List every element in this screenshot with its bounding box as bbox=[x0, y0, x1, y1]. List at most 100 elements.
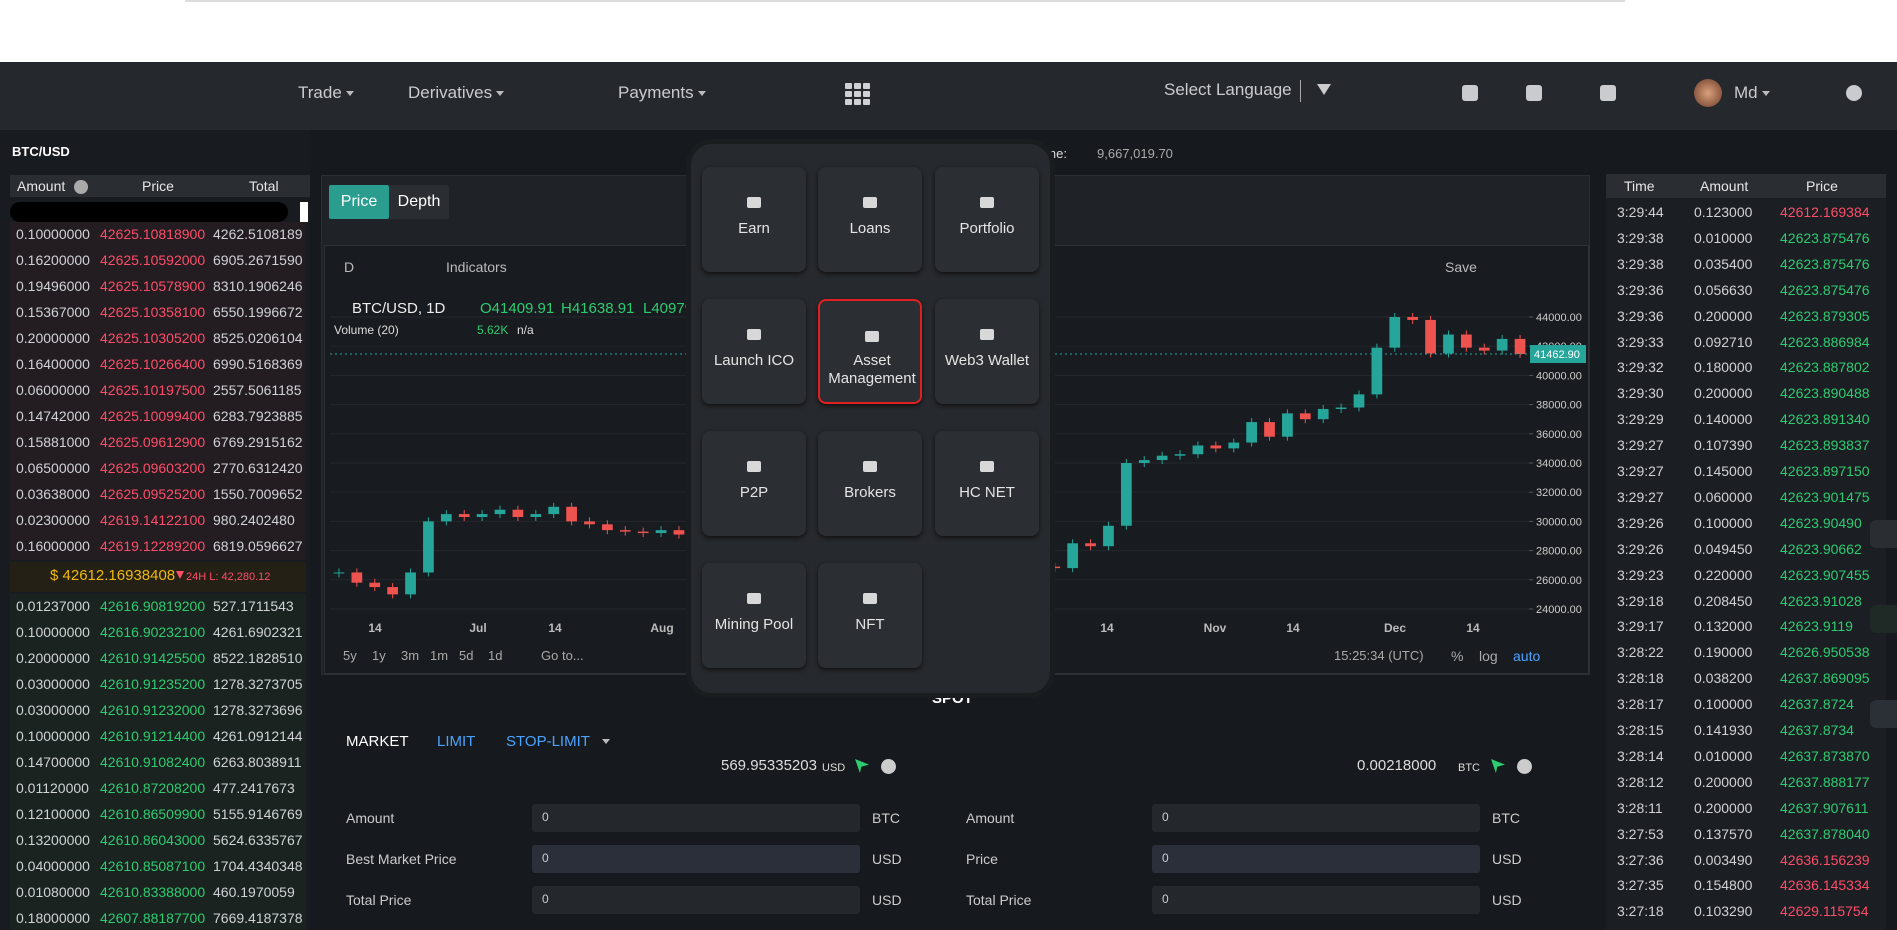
ob-price: 42625.10197500 bbox=[100, 382, 206, 398]
side-widget[interactable] bbox=[1870, 700, 1897, 728]
language-select[interactable]: Select Language bbox=[1164, 80, 1292, 99]
nav-icon[interactable] bbox=[1526, 85, 1542, 101]
nav-icon[interactable] bbox=[1600, 85, 1616, 101]
indicators-button[interactable]: Indicators bbox=[446, 259, 507, 275]
field-input[interactable]: 0 bbox=[532, 804, 860, 832]
trades-header: Time bbox=[1624, 178, 1655, 194]
field-input[interactable]: 0 bbox=[1152, 886, 1480, 914]
auto-toggle[interactable]: auto bbox=[1513, 648, 1541, 664]
chart-tab[interactable]: Depth bbox=[389, 185, 449, 219]
trade-amount: 0.038200 bbox=[1694, 670, 1753, 687]
side-widget[interactable] bbox=[1870, 605, 1897, 633]
browser-strip bbox=[0, 0, 1897, 62]
apps-icon[interactable] bbox=[845, 83, 871, 105]
ob-price: 42610.91425500 bbox=[100, 650, 206, 666]
ob-total: 6263.8038911 bbox=[213, 754, 302, 770]
order-type-tab[interactable]: LIMIT bbox=[437, 733, 476, 750]
trade-time: 3:28:18 bbox=[1617, 670, 1664, 687]
trade-price: 42637.869095 bbox=[1780, 670, 1870, 687]
ob-total: 6905.2671590 bbox=[213, 252, 303, 268]
order-type-tab[interactable]: STOP-LIMIT bbox=[506, 733, 590, 750]
trade-amount: 0.190000 bbox=[1694, 644, 1753, 661]
trade-time: 3:29:17 bbox=[1617, 618, 1664, 635]
help-icon[interactable] bbox=[1846, 85, 1862, 101]
range-button[interactable]: 1d bbox=[488, 648, 503, 663]
order-type-tab[interactable]: MARKET bbox=[346, 733, 409, 750]
ob-amount: 0.10000000 bbox=[16, 226, 90, 242]
menu-tile[interactable]: NFT bbox=[818, 563, 922, 668]
ob-total: 8522.1828510 bbox=[213, 650, 303, 666]
menu-tile[interactable]: HC NET bbox=[935, 431, 1039, 536]
ob-total: 5624.6335767 bbox=[213, 832, 303, 848]
trade-amount: 0.049450 bbox=[1694, 540, 1753, 557]
legend-volume-value: 5.62K bbox=[477, 323, 509, 337]
menu-icon bbox=[863, 461, 877, 472]
trade-amount: 0.200000 bbox=[1694, 799, 1753, 816]
menu-label: Web3 Wallet bbox=[944, 352, 1030, 369]
percent-toggle[interactable]: % bbox=[1451, 648, 1464, 664]
trades-header: Price bbox=[1806, 178, 1838, 194]
ob-amount: 0.16000000 bbox=[16, 538, 90, 554]
user-menu[interactable]: Md bbox=[1734, 84, 1770, 102]
side-widget[interactable] bbox=[1870, 520, 1897, 548]
ob-total: 1550.7009652 bbox=[213, 486, 303, 502]
trade-time: 3:29:18 bbox=[1617, 592, 1664, 609]
chart-tab[interactable]: Price bbox=[329, 185, 389, 219]
trade-price: 42623.90662 bbox=[1780, 540, 1862, 557]
menu-tile[interactable]: Asset Management bbox=[818, 299, 922, 404]
menu-tile[interactable]: P2P bbox=[702, 431, 806, 536]
trade-time: 3:29:36 bbox=[1617, 307, 1664, 324]
nav-item[interactable]: Derivatives bbox=[408, 84, 504, 102]
nav-item[interactable]: Trade bbox=[298, 84, 354, 102]
save-button[interactable]: Save bbox=[1445, 259, 1477, 275]
balance-unit: BTC bbox=[1458, 762, 1480, 774]
last-price-bg bbox=[10, 562, 306, 592]
chart-tab-label: Depth bbox=[397, 193, 441, 210]
menu-icon bbox=[980, 329, 994, 340]
ob-price: 42610.83388000 bbox=[100, 884, 206, 900]
ob-total: 980.2402480 bbox=[213, 512, 295, 528]
nav-item[interactable]: Payments bbox=[618, 84, 706, 102]
trade-time: 3:29:26 bbox=[1617, 514, 1664, 531]
ob-price: 42616.90232100 bbox=[100, 624, 206, 640]
tab-caret[interactable] bbox=[602, 739, 610, 744]
ob-header: Total bbox=[249, 178, 279, 194]
send-icon[interactable] bbox=[855, 759, 869, 773]
dropdown-arrow[interactable] bbox=[1317, 84, 1331, 95]
goto-button[interactable]: Go to... bbox=[541, 648, 584, 663]
range-button[interactable]: 1y bbox=[372, 648, 386, 663]
range-button[interactable]: 5y bbox=[343, 648, 357, 663]
avatar[interactable] bbox=[1694, 79, 1722, 107]
menu-tile[interactable]: Brokers bbox=[818, 431, 922, 536]
trade-price: 42636.156239 bbox=[1780, 851, 1870, 868]
menu-tile[interactable]: Loans bbox=[818, 167, 922, 272]
menu-label: Mining Pool bbox=[714, 616, 794, 633]
log-toggle[interactable]: log bbox=[1479, 648, 1498, 664]
trade-time: 3:29:27 bbox=[1617, 488, 1664, 505]
trade-time: 3:28:15 bbox=[1617, 722, 1664, 738]
menu-tile[interactable]: Portfolio bbox=[935, 167, 1039, 272]
range-button[interactable]: 3m bbox=[401, 648, 420, 663]
menu-tile[interactable]: Earn bbox=[702, 167, 806, 272]
field-label: Amount bbox=[346, 810, 395, 826]
menu-label: Brokers bbox=[844, 484, 896, 501]
info-icon bbox=[1517, 759, 1532, 774]
range-button[interactable]: 5d bbox=[459, 648, 474, 663]
menu-tile[interactable]: Mining Pool bbox=[702, 563, 806, 668]
field-input[interactable]: 0 bbox=[532, 886, 860, 914]
field-input[interactable]: 0 bbox=[532, 845, 860, 873]
trade-price: 42612.169384 bbox=[1780, 204, 1870, 220]
send-icon[interactable] bbox=[1491, 759, 1505, 773]
pair-selector[interactable]: BTC/USD bbox=[12, 144, 70, 159]
nav-icon[interactable] bbox=[1462, 85, 1478, 101]
legend-symbol: BTC/USD, 1D bbox=[352, 300, 446, 317]
menu-tile[interactable]: Launch ICO bbox=[702, 299, 806, 404]
ob-amount: 0.13200000 bbox=[16, 832, 90, 848]
menu-tile[interactable]: Web3 Wallet bbox=[935, 299, 1039, 404]
range-button[interactable]: 1m bbox=[430, 648, 449, 663]
trade-time: 3:28:12 bbox=[1617, 773, 1664, 790]
field-input[interactable]: 0 bbox=[1152, 804, 1480, 832]
chart-tab-label: Price bbox=[340, 193, 378, 210]
field-input[interactable]: 0 bbox=[1152, 845, 1480, 873]
interval-button[interactable]: D bbox=[344, 259, 355, 275]
